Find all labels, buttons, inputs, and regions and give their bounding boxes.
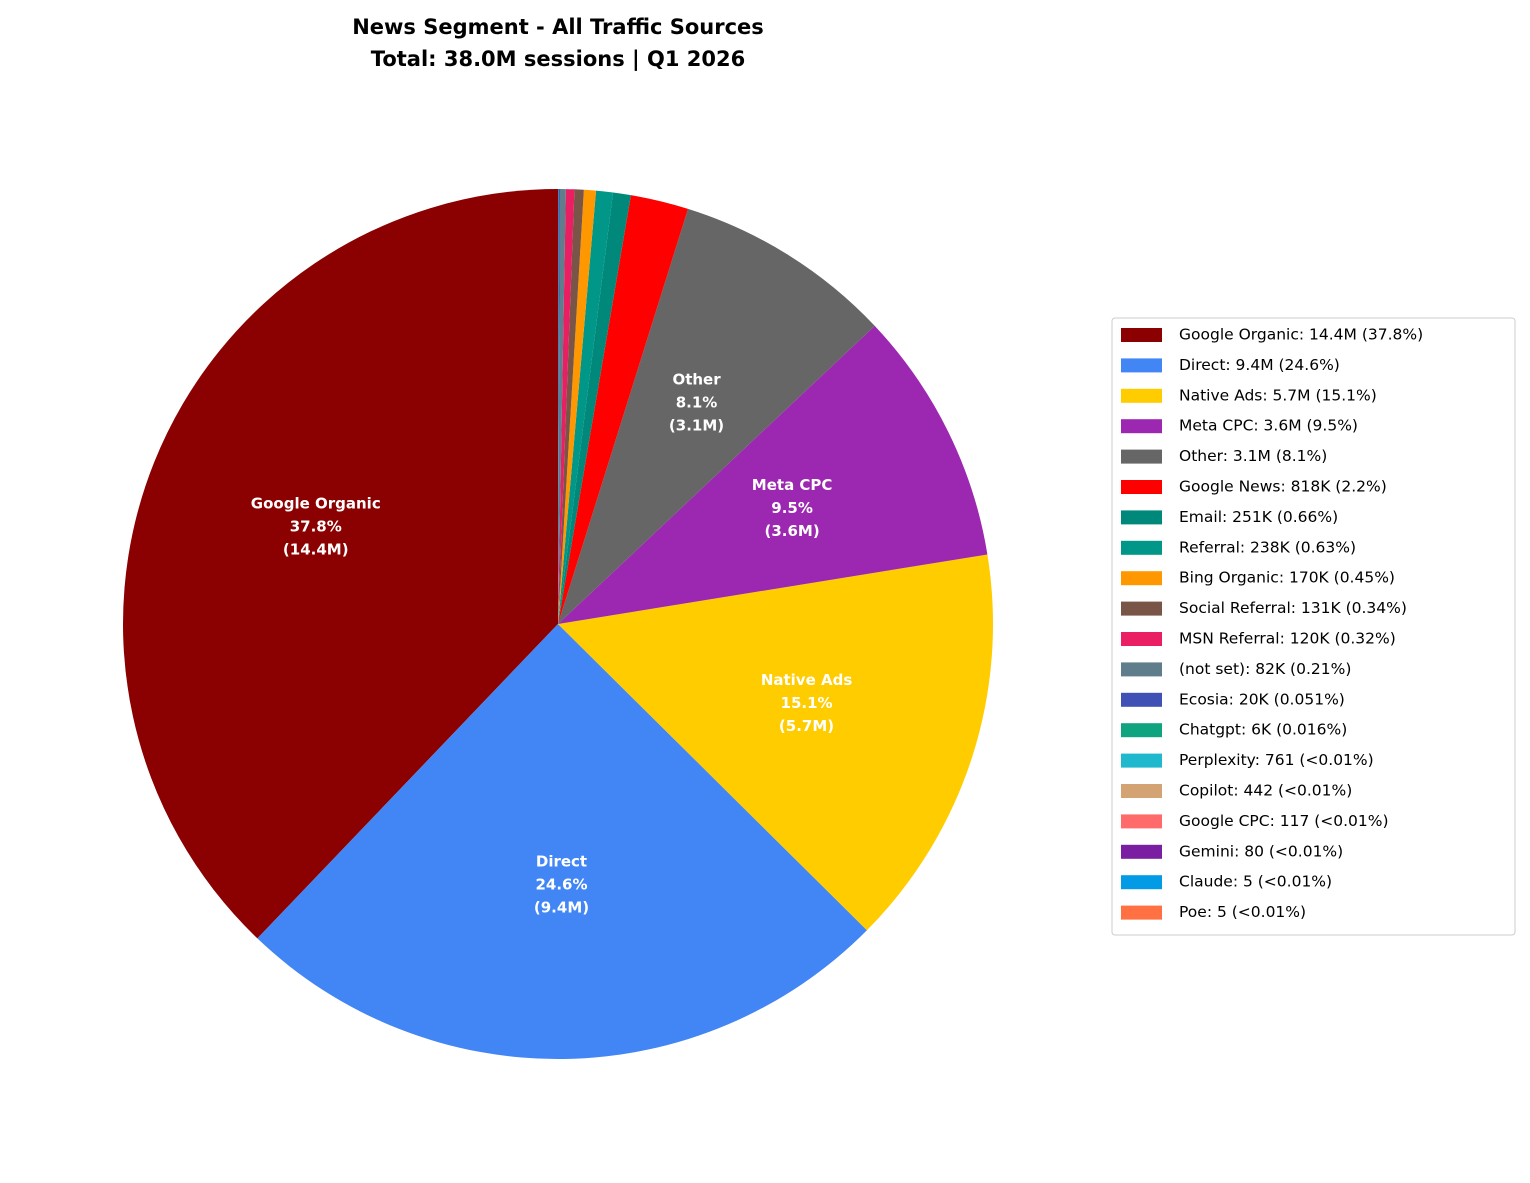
- pie-slice: [558, 195, 689, 624]
- pie-slice: [558, 192, 631, 624]
- legend-swatch: [1121, 692, 1162, 707]
- legend-label: Google CPC: 117 (<0.01%): [1179, 812, 1389, 830]
- legend-label: Poe: 5 (<0.01%): [1179, 903, 1306, 921]
- legend-label: Gemini: 80 (<0.01%): [1179, 842, 1343, 860]
- pie-slice: [558, 189, 560, 625]
- legend-label: Claude: 5 (<0.01%): [1179, 873, 1332, 891]
- legend-label: Meta CPC: 3.6M (9.5%): [1179, 417, 1358, 435]
- legend-label: Direct: 9.4M (24.6%): [1179, 356, 1340, 374]
- slice-value: (3.1M): [669, 416, 724, 434]
- legend-label: Email: 251K (0.66%): [1179, 508, 1338, 526]
- slice-label: Direct: [536, 852, 587, 870]
- slice-value: (3.6M): [765, 522, 820, 540]
- legend-swatch: [1121, 844, 1162, 859]
- pie-slice: [558, 208, 875, 625]
- legend-swatch: [1121, 814, 1162, 829]
- legend-swatch: [1121, 449, 1162, 464]
- legend-swatch: [1121, 358, 1162, 373]
- pie-slice: [558, 325, 988, 624]
- legend-label: Bing Organic: 170K (0.45%): [1179, 569, 1395, 587]
- legend-swatch: [1121, 753, 1162, 768]
- legend-label: Google Organic: 14.4M (37.8%): [1179, 326, 1423, 344]
- legend-swatch: [1121, 388, 1162, 403]
- slice-value: (9.4M): [534, 898, 589, 916]
- pie-slice: [123, 189, 558, 939]
- pie-slice: [558, 189, 575, 624]
- legend-label: MSN Referral: 120K (0.32%): [1179, 630, 1396, 648]
- legend-swatch: [1121, 480, 1162, 494]
- legend-swatch: [1121, 662, 1162, 677]
- pie-slice: [558, 189, 566, 624]
- legend-label: Chatgpt: 6K (0.016%): [1179, 721, 1347, 739]
- legend-swatch: [1121, 875, 1162, 890]
- slice-percent: 8.1%: [676, 393, 718, 411]
- legend-label: Native Ads: 5.7M (15.1%): [1179, 386, 1377, 404]
- pie-slice: [558, 190, 614, 624]
- pie: Google Organic 37.8% (14.4M) Direct 24.6% (9.…: [123, 189, 993, 1059]
- slice-label: Meta CPC: [752, 476, 833, 494]
- legend-label: Perplexity: 761 (<0.01%): [1179, 751, 1374, 769]
- legend-swatch: [1121, 632, 1162, 646]
- chart-subtitle: Total: 38.0M sessions | Q1 2026: [371, 47, 745, 72]
- pie-slice: [257, 624, 867, 1059]
- pie-slice: [558, 189, 597, 624]
- slice-percent: 24.6%: [535, 875, 587, 893]
- legend-label: Ecosia: 20K (0.051%): [1179, 690, 1345, 708]
- slice-label: Other: [672, 370, 721, 388]
- legend-label: Referral: 238K (0.63%): [1179, 538, 1356, 556]
- legend-swatch: [1121, 784, 1162, 798]
- pie-slice: [558, 189, 584, 624]
- legend-swatch: [1121, 328, 1162, 342]
- legend-swatch: [1121, 601, 1162, 616]
- slice-label: Native Ads: [761, 671, 853, 689]
- legend-label: (not set): 82K (0.21%): [1179, 660, 1351, 678]
- legend-swatch: [1121, 510, 1162, 525]
- legend-label: Copilot: 442 (<0.01%): [1179, 782, 1352, 800]
- legend-swatch: [1121, 571, 1162, 586]
- legend-swatch: [1121, 419, 1162, 434]
- pie-slice: [558, 554, 993, 931]
- legend-label: Social Referral: 131K (0.34%): [1179, 599, 1407, 617]
- slice-percent: 37.8%: [290, 517, 342, 535]
- chart-title: News Segment - All Traffic Sources: [352, 15, 764, 39]
- slice-value: (14.4M): [283, 540, 349, 558]
- legend-label: Google News: 818K (2.2%): [1179, 478, 1387, 496]
- legend-swatch: [1121, 723, 1162, 738]
- slice-value: (5.7M): [779, 717, 834, 735]
- pie-slice: [558, 189, 559, 625]
- legend-label: Other: 3.1M (8.1%): [1179, 447, 1327, 465]
- slice-percent: 15.1%: [781, 694, 833, 712]
- legend-box: [1111, 317, 1516, 936]
- slice-percent: 9.5%: [771, 499, 813, 517]
- legend-swatch: [1121, 905, 1162, 920]
- legend-swatch: [1121, 540, 1162, 555]
- slice-label: Google Organic: [251, 494, 381, 512]
- legend: Google Organic: 14.4M (37.8%) Direct: 9.4…: [1111, 317, 1516, 936]
